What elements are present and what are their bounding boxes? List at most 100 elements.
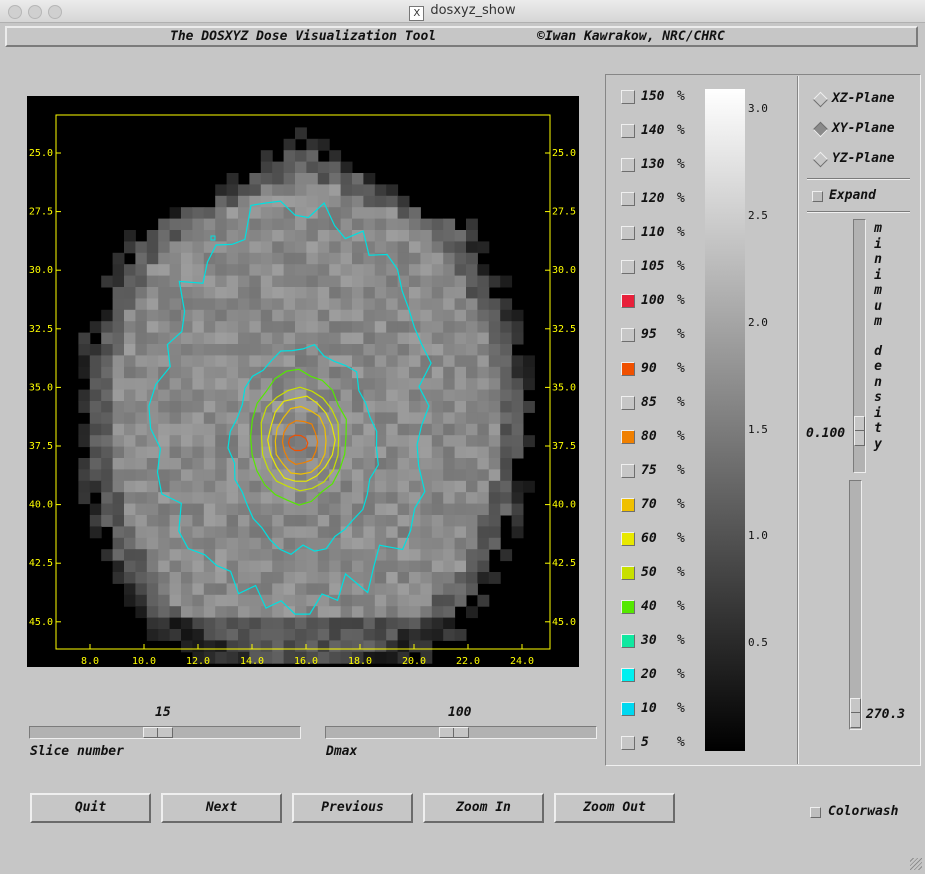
density-label-char: y [874, 436, 882, 452]
previous-button[interactable]: Previous [292, 793, 413, 823]
isodose-70-contour [274, 405, 327, 475]
legend-color-toggle[interactable] [621, 532, 635, 546]
x-tick-label: 12.0 [186, 656, 210, 667]
legend-item-110: 110% [621, 224, 701, 242]
legend-item-100: 100% [621, 292, 701, 310]
legend-value: 95 [641, 327, 657, 342]
colorwash-label: Colorwash [828, 804, 899, 819]
x11-icon: X [409, 6, 425, 21]
legend-color-toggle[interactable] [621, 736, 635, 750]
legend-color-toggle[interactable] [621, 328, 635, 342]
legend-unit: % [677, 735, 685, 750]
density-label-char: i [874, 405, 882, 421]
minimize-window-button[interactable] [28, 5, 42, 19]
dmax-label: Dmax [326, 744, 358, 759]
radio-indicator [812, 91, 829, 108]
legend-item-60: 60% [621, 530, 701, 548]
isodose-inner-contour [227, 343, 379, 555]
y-tick-label: 25.0 [29, 148, 53, 159]
legend-color-toggle[interactable] [621, 566, 635, 580]
legend-value: 80 [641, 429, 657, 444]
colorbar-tick-label: 3.0 [748, 102, 768, 116]
isodose-80-contour [281, 420, 319, 466]
plot-frame [55, 114, 551, 650]
legend-unit: % [677, 565, 685, 580]
resize-grip[interactable] [910, 858, 922, 870]
dmax-value: 100 [448, 705, 472, 720]
x-tick-label: 22.0 [456, 656, 480, 667]
legend-value: 105 [641, 259, 665, 274]
legend-color-toggle[interactable] [621, 702, 635, 716]
zoom-window-button[interactable] [48, 5, 62, 19]
colorwash-checkbox[interactable] [810, 807, 821, 818]
legend-value: 5 [641, 735, 649, 750]
next-button[interactable]: Next [161, 793, 282, 823]
y-tick-label: 40.0 [29, 500, 53, 511]
isodose-50-contour [260, 386, 340, 492]
legend-value: 140 [641, 123, 665, 138]
zoom-out-button[interactable]: Zoom Out [554, 793, 675, 823]
legend-value: 10 [641, 701, 657, 716]
legend-unit: % [677, 293, 685, 308]
legend-value: 60 [641, 531, 657, 546]
legend-color-toggle[interactable] [621, 396, 635, 410]
legend-color-toggle[interactable] [621, 260, 635, 274]
y-tick-label: 45.0 [29, 617, 53, 628]
legend-color-toggle[interactable] [621, 192, 635, 206]
legend-unit: % [677, 225, 685, 240]
max-density-slider-thumb[interactable] [850, 698, 861, 728]
quit-button[interactable]: Quit [30, 793, 151, 823]
legend-value: 40 [641, 599, 657, 614]
colorbar-tick-label: 0.5 [748, 636, 768, 650]
legend-color-toggle[interactable] [621, 668, 635, 682]
expand-label: Expand [829, 188, 876, 203]
legend-item-85: 85% [621, 394, 701, 412]
legend-value: 70 [641, 497, 657, 512]
slice-slider[interactable] [29, 726, 301, 739]
legend-color-toggle[interactable] [621, 362, 635, 376]
xy-plane-radio[interactable]: XY-Plane [812, 119, 912, 139]
legend-color-toggle[interactable] [621, 294, 635, 308]
isodose-60-contour [267, 395, 336, 482]
min-density-slider[interactable] [853, 219, 866, 473]
isodose-40-contour [249, 368, 347, 506]
zoom-in-button[interactable]: Zoom In [423, 793, 544, 823]
y-tick-label: 42.5 [29, 558, 53, 569]
close-window-button[interactable] [8, 5, 22, 19]
legend-value: 20 [641, 667, 657, 682]
legend-color-toggle[interactable] [621, 158, 635, 172]
density-label-char: t [874, 421, 882, 436]
colorbar-tick-label: 1.5 [748, 422, 768, 436]
legend-color-toggle[interactable] [621, 226, 635, 240]
dose-plot-canvas[interactable]: 25.0 25.0 27.5 27.5 30.0 30.0 32.5 32.5 35.0 35.0… [27, 96, 579, 667]
legend-color-toggle[interactable] [621, 600, 635, 614]
legend-color-toggle[interactable] [621, 430, 635, 444]
app-header: The DOSXYZ Dose Visualization Tool ©Iwan… [5, 26, 918, 47]
dose-plot[interactable]: 25.0 25.0 27.5 27.5 30.0 30.0 32.5 32.5 35.0 35.0… [27, 96, 579, 667]
legend-value: 90 [641, 361, 657, 376]
legend-unit: % [677, 395, 685, 410]
legend-color-toggle[interactable] [621, 498, 635, 512]
max-density-slider[interactable] [849, 480, 862, 730]
dmax-slider-thumb[interactable] [438, 727, 469, 738]
legend-item-50: 50% [621, 564, 701, 582]
legend-unit: % [677, 259, 685, 274]
slice-slider-thumb[interactable] [142, 727, 173, 738]
expand-checkbox[interactable] [812, 191, 823, 202]
legend-value: 100 [641, 293, 665, 308]
density-label-char: e [874, 359, 882, 374]
min-density-slider-thumb[interactable] [854, 416, 865, 446]
xz-plane-radio[interactable]: XZ-Plane [812, 89, 912, 109]
density-label-char: n [874, 374, 882, 390]
y-tick-label: 27.5 [29, 207, 53, 218]
legend-color-toggle[interactable] [621, 464, 635, 478]
dmax-slider[interactable] [325, 726, 597, 739]
colorbar-tick-label: 1.0 [748, 529, 768, 543]
legend-color-toggle[interactable] [621, 634, 635, 648]
yz-plane-radio[interactable]: YZ-Plane [812, 149, 912, 169]
legend-color-toggle[interactable] [621, 124, 635, 138]
legend-color-toggle[interactable] [621, 90, 635, 104]
y-tick-label: 37.5 [29, 441, 53, 452]
legend-value: 85 [641, 395, 657, 410]
